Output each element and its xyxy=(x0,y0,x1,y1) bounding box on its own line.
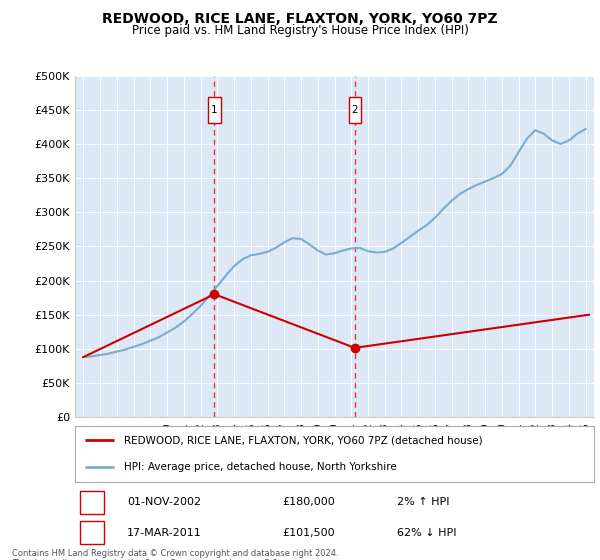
FancyBboxPatch shape xyxy=(349,97,361,123)
Text: 2: 2 xyxy=(352,105,358,115)
Text: HPI: Average price, detached house, North Yorkshire: HPI: Average price, detached house, Nort… xyxy=(124,462,397,472)
FancyBboxPatch shape xyxy=(80,491,104,514)
Text: 1: 1 xyxy=(211,105,218,115)
Text: 2: 2 xyxy=(88,528,95,538)
Text: 1: 1 xyxy=(88,497,95,507)
Text: 2% ↑ HPI: 2% ↑ HPI xyxy=(397,497,449,507)
Text: £101,500: £101,500 xyxy=(283,528,335,538)
FancyBboxPatch shape xyxy=(208,97,221,123)
Text: REDWOOD, RICE LANE, FLAXTON, YORK, YO60 7PZ (detached house): REDWOOD, RICE LANE, FLAXTON, YORK, YO60 … xyxy=(124,435,483,445)
Text: REDWOOD, RICE LANE, FLAXTON, YORK, YO60 7PZ: REDWOOD, RICE LANE, FLAXTON, YORK, YO60 … xyxy=(102,12,498,26)
FancyBboxPatch shape xyxy=(80,521,104,544)
Text: 01-NOV-2002: 01-NOV-2002 xyxy=(127,497,201,507)
Text: 62% ↓ HPI: 62% ↓ HPI xyxy=(397,528,456,538)
Text: Contains HM Land Registry data © Crown copyright and database right 2024.
This d: Contains HM Land Registry data © Crown c… xyxy=(12,549,338,560)
Text: 17-MAR-2011: 17-MAR-2011 xyxy=(127,528,202,538)
Text: £180,000: £180,000 xyxy=(283,497,335,507)
Text: Price paid vs. HM Land Registry's House Price Index (HPI): Price paid vs. HM Land Registry's House … xyxy=(131,24,469,36)
